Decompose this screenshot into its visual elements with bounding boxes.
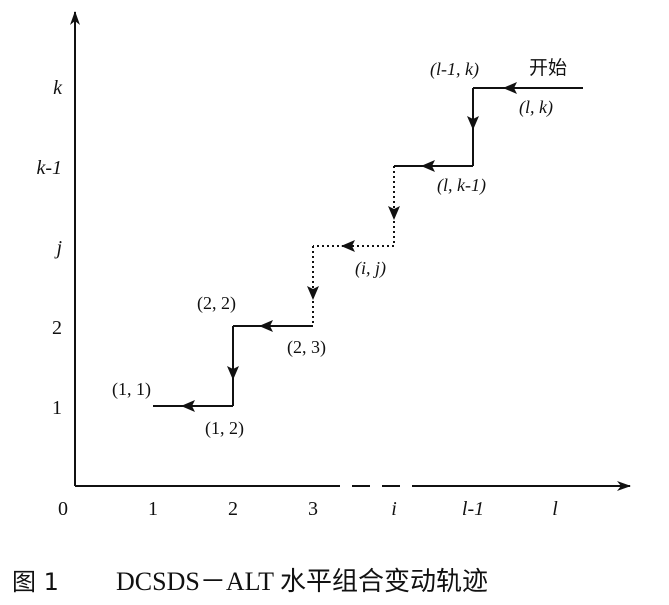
y-tick-label: j (53, 237, 62, 259)
x-tick-label: l (552, 498, 558, 520)
x-tick-label: i (391, 498, 397, 520)
arrowhead-down-4 (227, 366, 239, 380)
x-tick-label: 3 (308, 498, 318, 520)
caption-text: DCSDS－ALT 水平组合变动轨迹 (116, 567, 488, 596)
y-tick-label: 1 (52, 397, 62, 419)
arrowhead-down-1 (467, 116, 479, 130)
label-1-1: (1, 1) (112, 379, 151, 400)
label-2-2: (2, 2) (197, 293, 236, 314)
trajectory-dotted (312, 166, 395, 326)
start-label: 开始 (529, 57, 567, 79)
label-l-k1: (l, k-1) (437, 175, 486, 196)
caption-figure-number: 图 1 (12, 568, 59, 596)
y-tick-label: k (53, 77, 63, 99)
trajectory-solid (153, 87, 583, 407)
arrowhead-left-1 (503, 82, 517, 94)
label-l1-k: (l-1, k) (430, 59, 479, 80)
label-l-k: (l, k) (519, 97, 553, 118)
arrowhead-left-5 (181, 400, 195, 412)
axes (70, 11, 631, 491)
x-tick-label: l-1 (462, 498, 484, 520)
arrowhead-down-3 (307, 286, 319, 300)
trajectory-arrowheads (181, 82, 517, 412)
x-tick-label: 2 (228, 498, 238, 520)
label-2-3: (2, 3) (287, 337, 326, 358)
arrowhead-left-3 (341, 240, 355, 252)
point-labels: (1, 1) (1, 2) (2, 2) (2, 3) (i, j) (l, k… (112, 59, 553, 439)
origin-label: 0 (58, 498, 68, 520)
arrowhead-left-4 (259, 320, 273, 332)
x-tick-label: 1 (148, 498, 158, 520)
y-tick-label: k-1 (36, 157, 62, 179)
arrowhead-down-2 (388, 206, 400, 220)
arrowhead-left-2 (421, 160, 435, 172)
label-1-2: (1, 2) (205, 418, 244, 439)
y-tick-labels: 1 2 j k-1 k (36, 77, 63, 419)
label-i-j: (i, j) (355, 258, 386, 279)
x-tick-labels: 1 2 3 i l-1 l (148, 498, 558, 520)
y-tick-label: 2 (52, 317, 62, 339)
